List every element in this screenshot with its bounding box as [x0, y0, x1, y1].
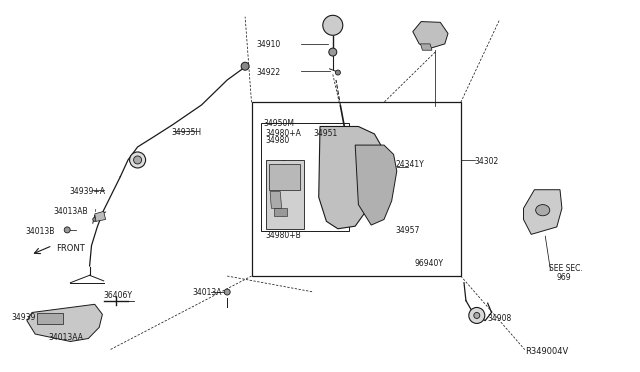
Text: 34910: 34910	[256, 40, 280, 49]
Circle shape	[281, 174, 287, 180]
Circle shape	[281, 161, 287, 167]
Circle shape	[277, 170, 291, 184]
Text: 34013AA: 34013AA	[48, 333, 83, 342]
Circle shape	[365, 151, 375, 161]
Ellipse shape	[536, 205, 550, 216]
Polygon shape	[37, 313, 63, 324]
Text: 24341Y: 24341Y	[396, 160, 424, 169]
Text: 34922: 34922	[256, 68, 280, 77]
Polygon shape	[420, 44, 432, 50]
Circle shape	[90, 318, 95, 323]
Circle shape	[44, 312, 56, 324]
Circle shape	[377, 171, 385, 179]
Circle shape	[134, 156, 141, 164]
Circle shape	[74, 325, 80, 331]
Circle shape	[474, 312, 480, 318]
Text: 34908: 34908	[488, 314, 512, 323]
Text: FRONT: FRONT	[56, 244, 84, 253]
Text: 34302: 34302	[475, 157, 499, 166]
Polygon shape	[319, 126, 381, 229]
Circle shape	[351, 174, 359, 183]
Text: 36406Y: 36406Y	[104, 291, 132, 300]
Polygon shape	[266, 160, 304, 229]
Text: 96940Y: 96940Y	[415, 259, 444, 267]
Text: 34935H: 34935H	[172, 128, 202, 137]
Bar	[261, 123, 349, 231]
Circle shape	[323, 15, 343, 35]
Polygon shape	[270, 192, 282, 208]
Circle shape	[468, 307, 485, 324]
Circle shape	[47, 316, 52, 321]
Text: 34980: 34980	[266, 136, 290, 145]
Circle shape	[335, 70, 340, 75]
Circle shape	[329, 48, 337, 56]
Text: 34980+A: 34980+A	[266, 129, 301, 138]
Text: 34939+A: 34939+A	[69, 187, 105, 196]
Text: 34013AB: 34013AB	[53, 207, 88, 216]
Text: SEE SEC.: SEE SEC.	[549, 264, 583, 273]
Polygon shape	[274, 208, 287, 216]
Polygon shape	[27, 304, 102, 341]
Bar	[252, 102, 461, 276]
Text: 34957: 34957	[396, 226, 420, 235]
Circle shape	[93, 218, 97, 221]
Circle shape	[346, 170, 364, 187]
Text: 34939: 34939	[12, 313, 36, 322]
Text: 34950M: 34950M	[264, 119, 294, 128]
Circle shape	[64, 227, 70, 233]
Polygon shape	[269, 164, 300, 190]
Text: 34013B: 34013B	[26, 227, 55, 236]
Circle shape	[241, 62, 249, 70]
Circle shape	[224, 289, 230, 295]
Polygon shape	[413, 22, 448, 48]
Circle shape	[70, 309, 77, 316]
Circle shape	[129, 152, 146, 168]
Text: 34980+B: 34980+B	[266, 231, 301, 240]
Text: 969: 969	[557, 273, 572, 282]
Text: R349004V: R349004V	[525, 347, 568, 356]
Polygon shape	[524, 190, 562, 234]
Text: 34951: 34951	[314, 129, 338, 138]
Polygon shape	[355, 145, 397, 225]
Circle shape	[428, 30, 434, 36]
Polygon shape	[95, 211, 106, 221]
Circle shape	[424, 26, 438, 40]
Text: 34013A: 34013A	[192, 288, 221, 297]
